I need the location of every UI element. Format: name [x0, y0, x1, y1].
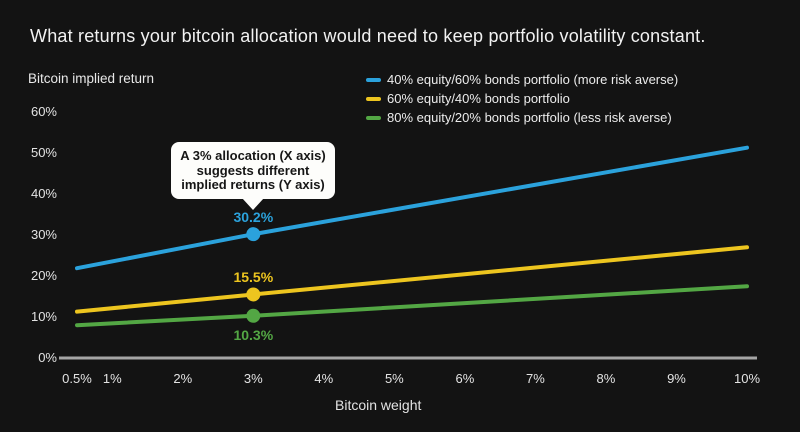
x-axis-title: Bitcoin weight	[335, 397, 422, 413]
x-tick-label: 7%	[526, 371, 545, 386]
x-tick-label: 6%	[455, 371, 475, 386]
callout-tail-icon	[242, 197, 264, 210]
y-tick-label: 50%	[30, 145, 57, 160]
y-tick-label: 30%	[30, 227, 57, 242]
legend-item-blue: 40% equity/60% bonds portfolio (more ris…	[366, 70, 678, 89]
x-tick-label: 3%	[243, 371, 263, 386]
x-tick-label: 9%	[667, 371, 686, 386]
x-tick-label: 1%	[102, 371, 122, 386]
legend-label: 80% equity/20% bonds portfolio (less ris…	[387, 110, 672, 125]
legend-swatch-blue-icon	[366, 77, 381, 82]
legend: 40% equity/60% bonds portfolio (more ris…	[366, 70, 678, 127]
x-tick-label: 0.5%	[62, 371, 92, 386]
annotation-text: A 3% allocation (X axis) suggests differ…	[180, 148, 326, 193]
marker-value-label-2: 10.3%	[233, 326, 274, 343]
legend-item-yellow: 60% equity/40% bonds portfolio	[366, 89, 678, 108]
legend-label: 40% equity/60% bonds portfolio (more ris…	[387, 72, 679, 87]
series-marker-dot-0	[246, 227, 261, 242]
x-tick-label: 8%	[596, 371, 616, 386]
annotation-callout: A 3% allocation (X axis) suggests differ…	[171, 142, 335, 210]
x-tick-label: 5%	[384, 371, 404, 386]
chart-title: What returns your bitcoin allocation wou…	[30, 26, 706, 46]
y-tick-label: 10%	[30, 309, 57, 324]
y-axis-title: Bitcoin implied return	[28, 71, 155, 86]
y-tick-label: 40%	[30, 186, 57, 201]
marker-value-label-1: 15.5%	[233, 269, 274, 286]
x-tick-label: 4%	[314, 371, 334, 386]
series-marker-dot-1	[246, 287, 261, 302]
x-tick-label: 2%	[173, 371, 193, 386]
y-tick-label: 20%	[30, 268, 57, 283]
marker-value-label-0: 30.2%	[233, 209, 274, 226]
legend-item-green: 80% equity/20% bonds portfolio (less ris…	[366, 108, 678, 127]
legend-label: 60% equity/40% bonds portfolio	[387, 91, 570, 106]
y-tick-label: 0%	[38, 350, 57, 365]
y-tick-label: 60%	[30, 104, 57, 119]
legend-swatch-green-icon	[366, 115, 381, 120]
x-tick-label: 10%	[733, 371, 761, 386]
legend-swatch-yellow-icon	[366, 96, 381, 101]
series-marker-dot-2	[246, 308, 261, 323]
